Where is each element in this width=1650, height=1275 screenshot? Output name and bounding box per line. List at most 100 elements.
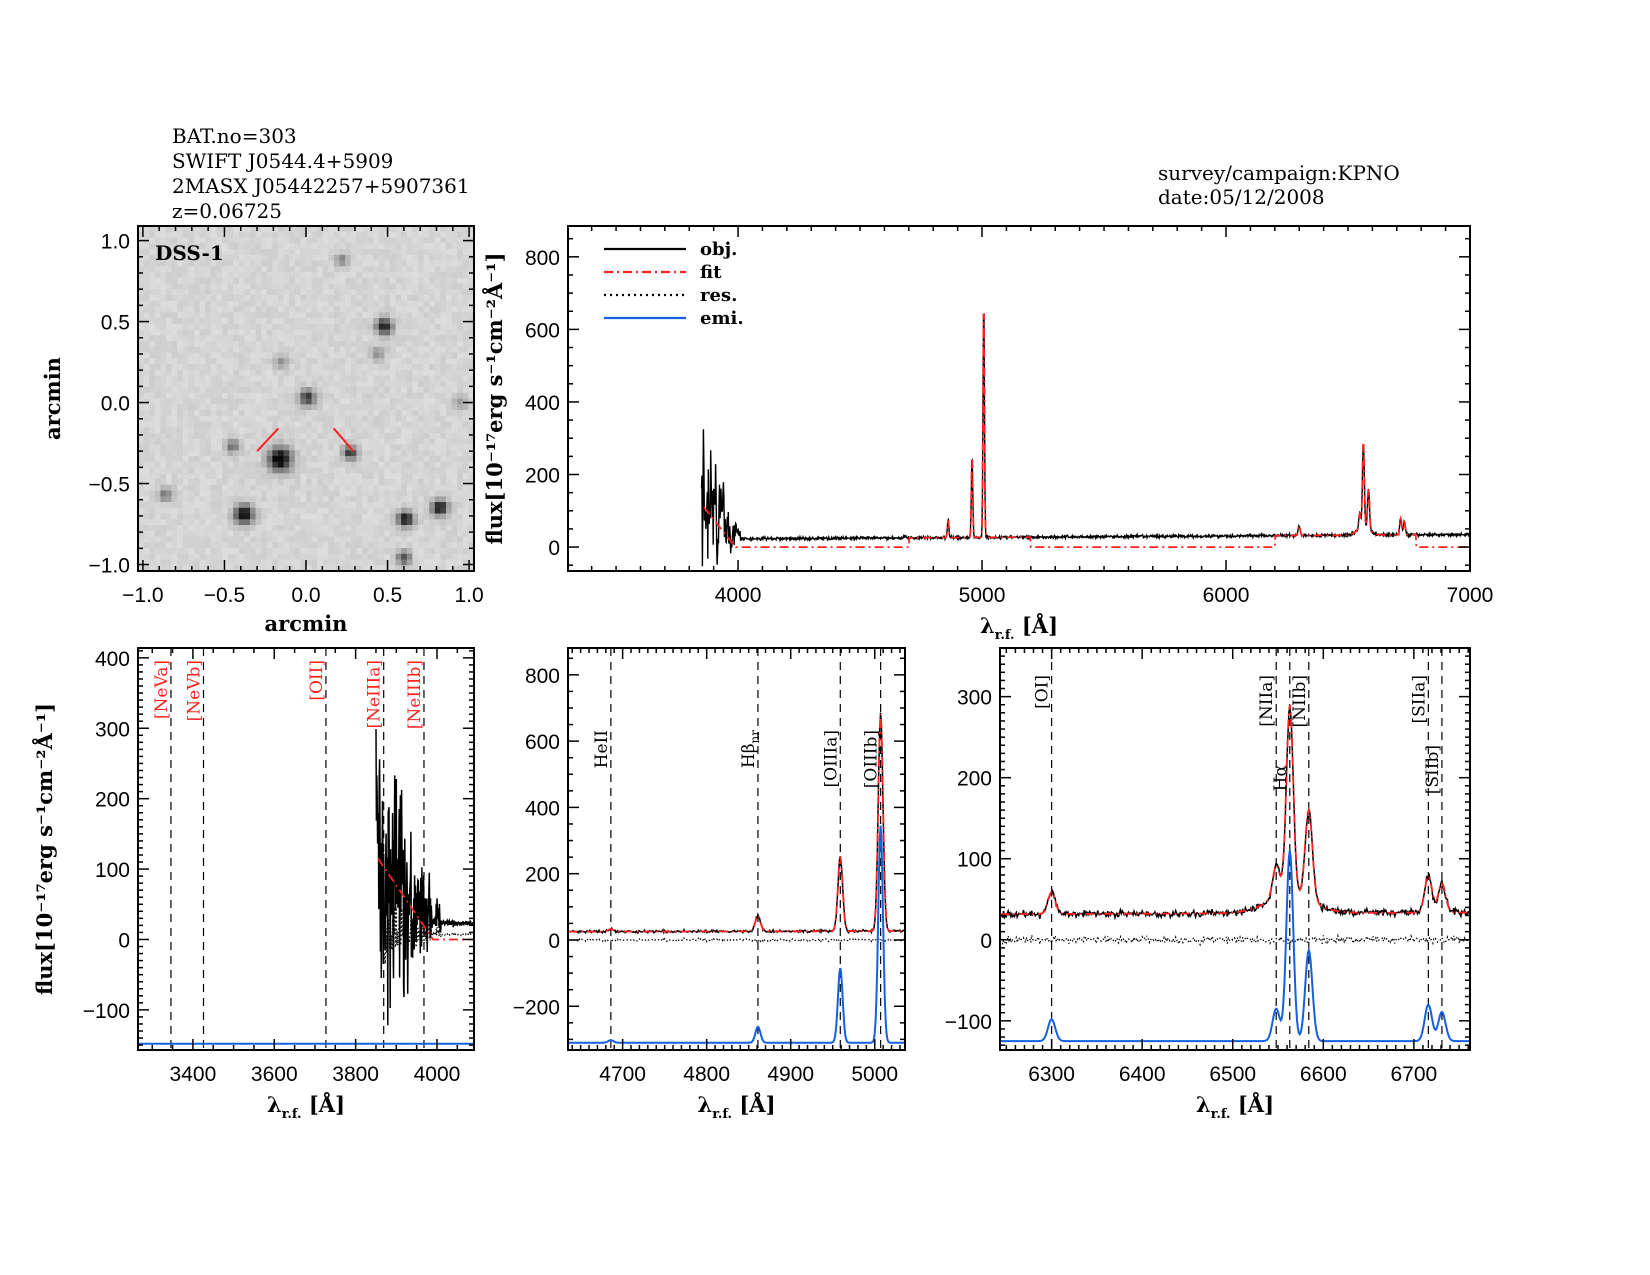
dss-pixel bbox=[311, 473, 318, 480]
dss-pixel bbox=[356, 559, 363, 566]
dss-pixel bbox=[188, 490, 195, 497]
dss-pixel bbox=[177, 323, 184, 331]
dss-pixel bbox=[311, 421, 318, 428]
dss-pixel bbox=[334, 519, 341, 526]
dss-pixel bbox=[177, 433, 184, 440]
dss-pixel bbox=[311, 559, 318, 566]
dss-pixel bbox=[434, 306, 441, 313]
dss-pixel bbox=[222, 444, 229, 451]
dss-pixel bbox=[468, 387, 474, 394]
dss-pixel bbox=[149, 260, 156, 267]
dss-pixel bbox=[322, 496, 329, 503]
dss-pixel bbox=[367, 323, 374, 331]
dss-pixel bbox=[390, 519, 397, 526]
dss-pixel bbox=[182, 502, 189, 509]
dss-pixel bbox=[205, 341, 212, 348]
hbeta-y-tick-label: 600 bbox=[525, 731, 560, 754]
dss-pixel bbox=[306, 237, 313, 244]
dss-pixel bbox=[205, 548, 212, 555]
dss-pixel bbox=[266, 467, 273, 474]
dss-pixel bbox=[149, 479, 156, 486]
dss-pixel bbox=[367, 490, 374, 497]
dss-pixel bbox=[244, 329, 251, 336]
dss-pixel bbox=[272, 421, 279, 428]
dss-pixel bbox=[216, 231, 223, 239]
dss-pixel bbox=[322, 415, 329, 423]
dss-pixel bbox=[238, 335, 245, 342]
dss-pixel bbox=[149, 502, 156, 509]
dss-pixel bbox=[373, 565, 380, 571]
dss-pixel bbox=[440, 415, 447, 423]
dss-pixel bbox=[317, 381, 324, 388]
dss-pixel bbox=[255, 565, 262, 571]
dss-image bbox=[138, 226, 474, 571]
dss-pixel bbox=[244, 358, 251, 365]
dss-pixel bbox=[188, 364, 195, 371]
dss-pixel bbox=[188, 306, 195, 313]
dss-pixel bbox=[143, 536, 150, 543]
dss-pixel bbox=[367, 398, 374, 405]
dss-pixel bbox=[322, 226, 329, 233]
dss-pixel bbox=[412, 548, 419, 555]
dss-pixel bbox=[306, 519, 313, 526]
dss-pixel bbox=[166, 444, 173, 451]
dss-pixel bbox=[294, 461, 301, 469]
dss-pixel bbox=[378, 502, 385, 509]
dss-pixel bbox=[317, 444, 324, 451]
dss-pixel bbox=[334, 335, 341, 342]
full-y-tick-label: 200 bbox=[525, 465, 560, 488]
dss-pixel bbox=[345, 438, 352, 446]
dss-pixel bbox=[182, 421, 189, 428]
dss-pixel bbox=[322, 364, 329, 371]
dss-pixel bbox=[289, 231, 296, 239]
dss-pixel bbox=[261, 272, 268, 279]
dss-pixel bbox=[233, 450, 240, 457]
dss-pixel bbox=[350, 346, 357, 354]
dss-pixel bbox=[384, 513, 391, 520]
dss-pixel bbox=[222, 456, 229, 463]
dss-pixel bbox=[378, 444, 385, 451]
dss-pixel bbox=[418, 231, 425, 239]
dss-pixel bbox=[300, 277, 307, 285]
dss-pixel bbox=[289, 559, 296, 566]
dss-pixel bbox=[462, 335, 469, 342]
dss-pixel bbox=[440, 513, 447, 520]
dss-pixel bbox=[182, 461, 189, 469]
dss-pixel bbox=[255, 559, 262, 566]
dss-pixel bbox=[345, 312, 352, 319]
dss-pixel bbox=[362, 277, 369, 285]
dss-pixel bbox=[339, 387, 346, 394]
dss-pixel bbox=[283, 415, 290, 423]
dss-pixel bbox=[166, 249, 173, 256]
dss-pixel bbox=[233, 283, 240, 290]
dss-pixel bbox=[160, 548, 167, 555]
dss-pixel bbox=[440, 375, 447, 382]
dss-pixel bbox=[194, 490, 201, 497]
dss-pixel bbox=[166, 323, 173, 331]
dss-pixel bbox=[468, 392, 474, 400]
dss-pixel bbox=[418, 289, 425, 296]
dss-pixel bbox=[395, 461, 402, 469]
dss-pixel bbox=[334, 266, 341, 273]
dss-inset-label: DSS-1 bbox=[155, 241, 224, 265]
dss-pixel bbox=[401, 306, 408, 313]
dss-pixel bbox=[423, 502, 430, 509]
dss-pixel bbox=[138, 375, 145, 382]
dss-pixel bbox=[311, 323, 318, 331]
line-label-1: Hβnr bbox=[739, 730, 762, 768]
dss-pixel bbox=[395, 421, 402, 428]
dss-pixel bbox=[171, 272, 178, 279]
dss-pixel bbox=[434, 375, 441, 382]
dss-pixel bbox=[289, 450, 296, 457]
dss-pixel bbox=[328, 530, 335, 538]
dss-pixel bbox=[244, 438, 251, 446]
dss-pixel bbox=[446, 277, 453, 285]
dss-pixel bbox=[345, 254, 352, 262]
dss-pixel bbox=[261, 404, 268, 411]
dss-pixel bbox=[272, 404, 279, 411]
dss-pixel bbox=[138, 553, 145, 561]
dss-pixel bbox=[345, 323, 352, 331]
dss-pixel bbox=[429, 254, 436, 262]
dss-pixel bbox=[216, 237, 223, 244]
dss-pixel bbox=[406, 335, 413, 342]
